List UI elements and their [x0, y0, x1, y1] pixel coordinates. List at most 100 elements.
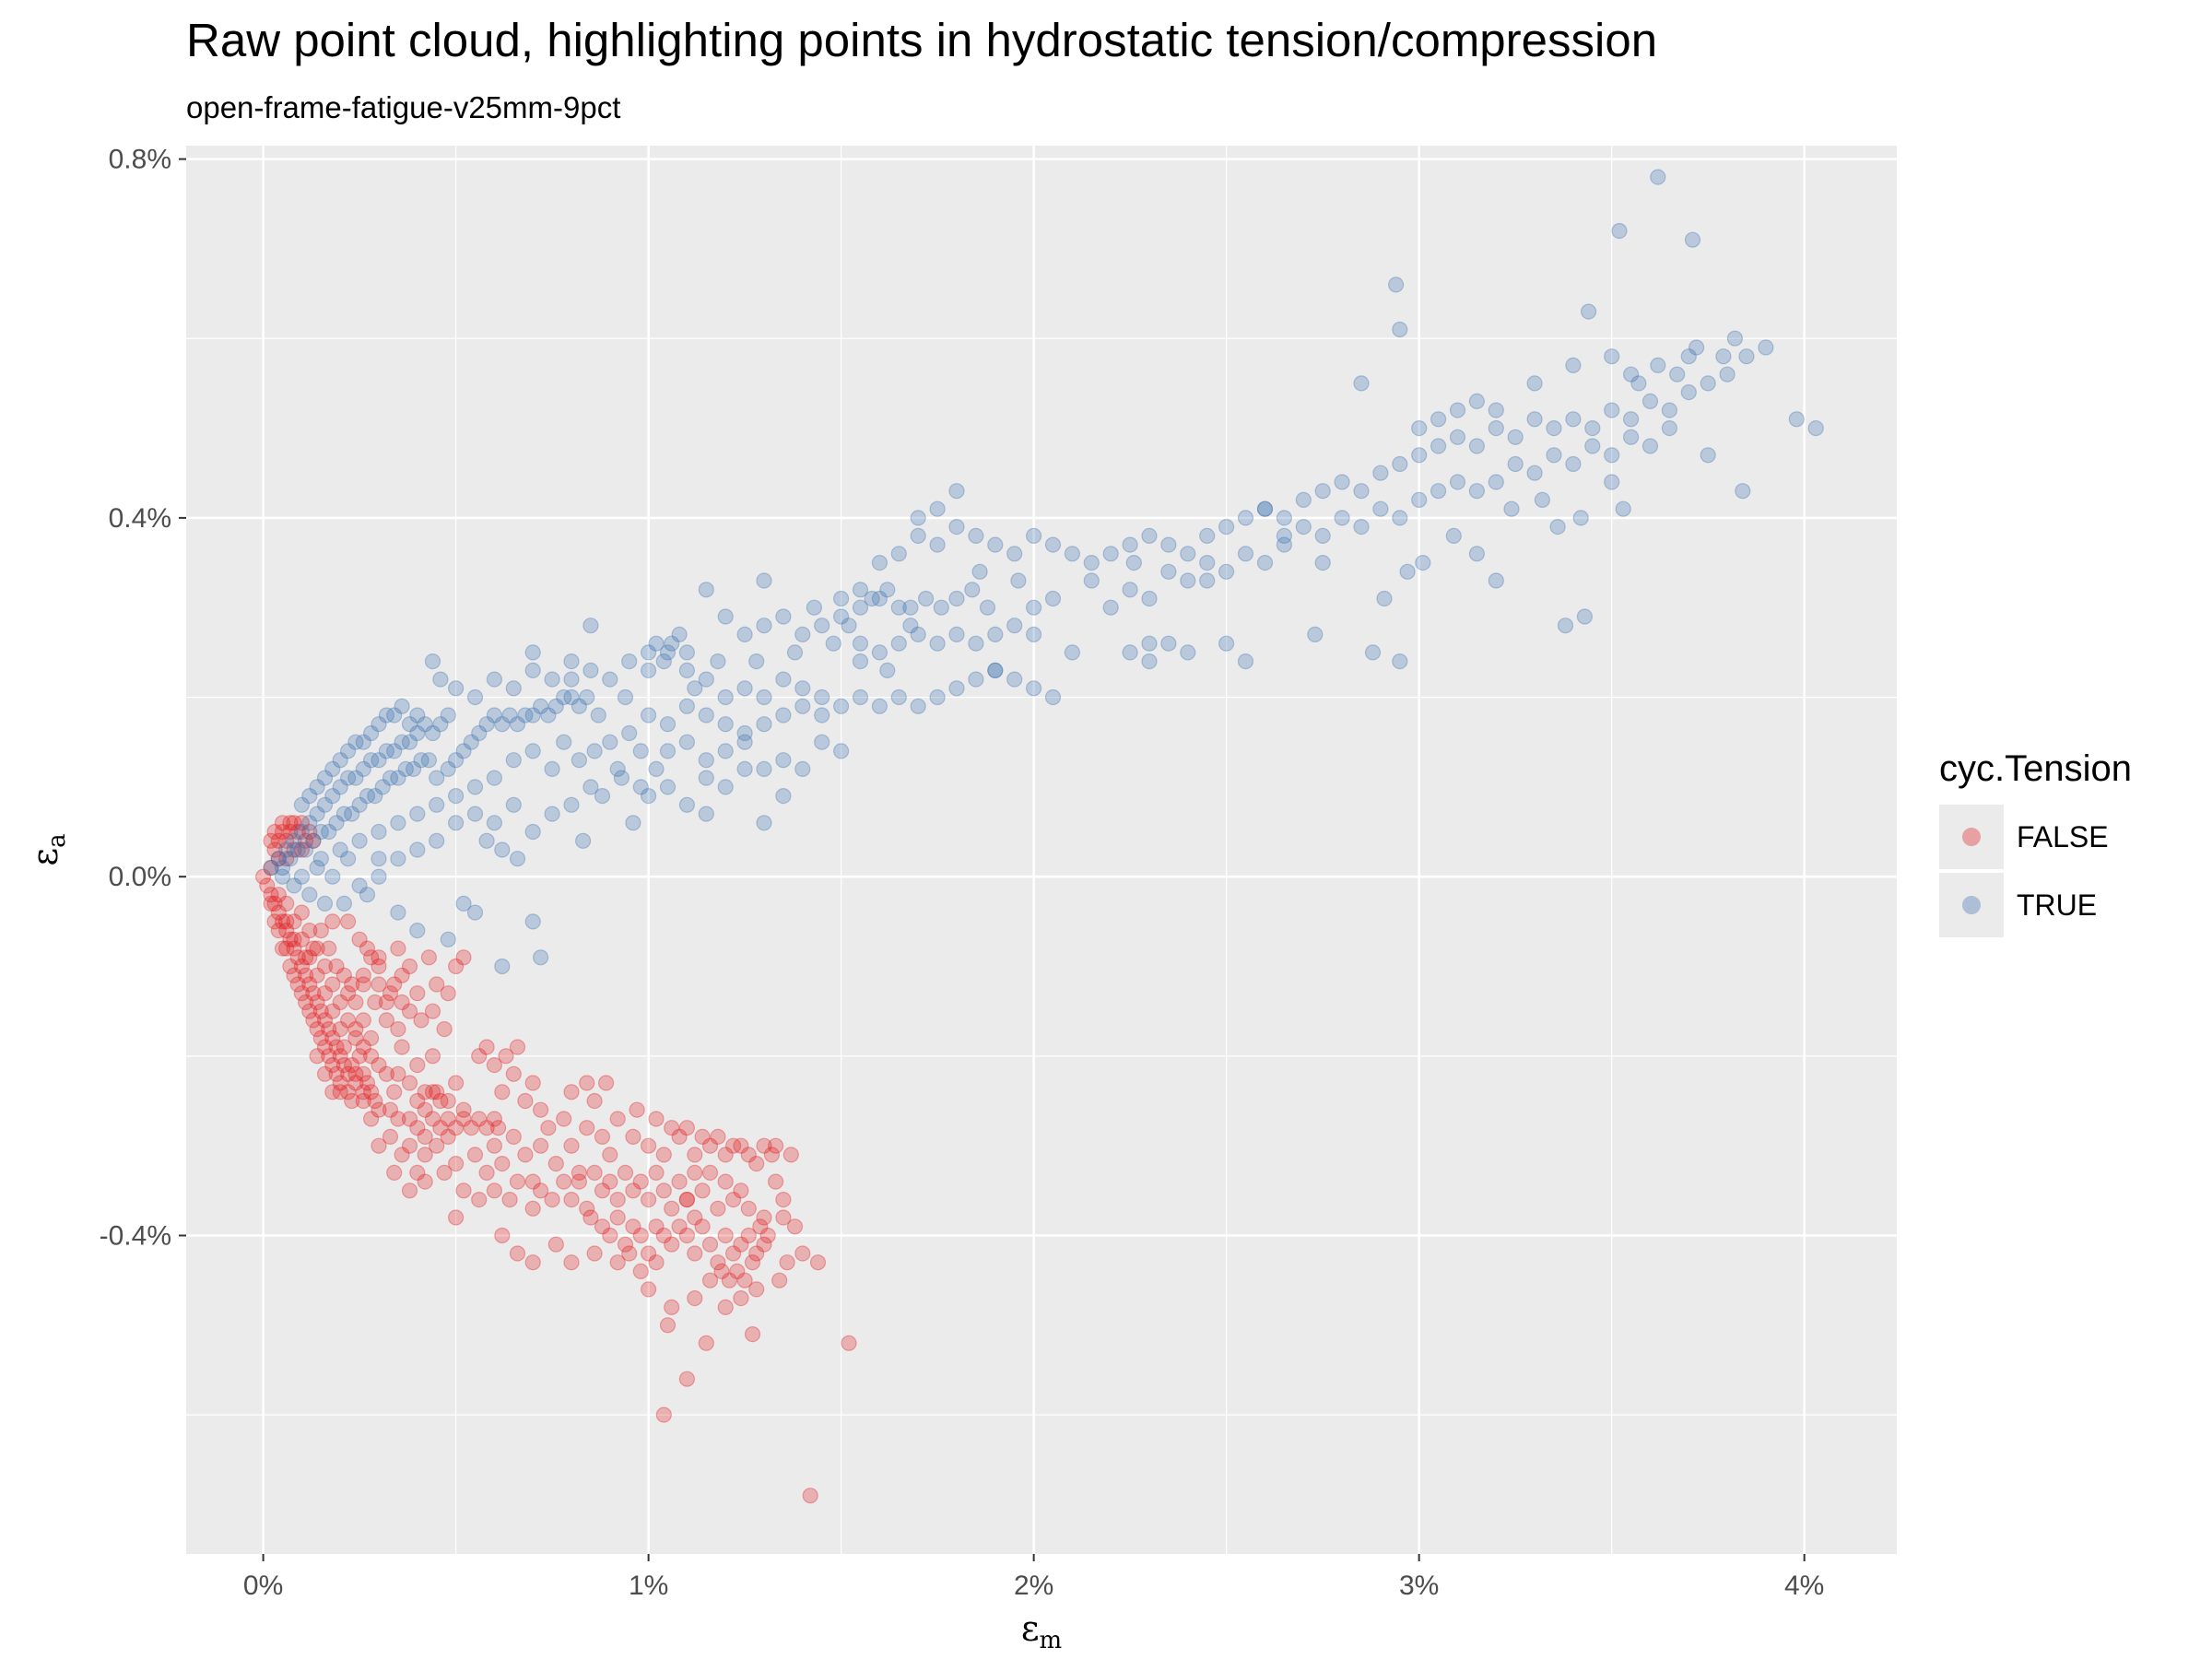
data-point-true — [871, 644, 888, 661]
data-point-true — [929, 635, 946, 652]
data-point-false — [740, 1147, 757, 1163]
data-point-true — [1526, 465, 1543, 481]
data-point-false — [286, 815, 302, 831]
data-point-true — [968, 527, 984, 545]
data-point-false — [316, 1012, 334, 1029]
data-point-true — [794, 626, 811, 643]
data-point-false — [394, 994, 410, 1011]
data-point-false — [293, 815, 310, 831]
data-point-true — [1314, 483, 1331, 500]
legend-item-true: TRUE — [1939, 873, 2132, 937]
data-point-true — [1199, 527, 1216, 545]
data-point-false — [547, 1155, 564, 1172]
data-point-false — [436, 1164, 453, 1182]
data-point-false — [597, 1075, 615, 1091]
data-point-true — [687, 680, 703, 697]
data-point-false — [332, 994, 348, 1011]
data-point-false — [698, 1335, 714, 1351]
data-point-false — [274, 913, 291, 930]
data-point-true — [1276, 510, 1293, 526]
data-point-false — [687, 1289, 703, 1307]
data-point-true — [351, 877, 368, 894]
data-point-true — [1025, 626, 1042, 643]
data-point-false — [629, 1101, 645, 1118]
data-point-false — [286, 940, 302, 957]
data-point-true — [298, 841, 314, 858]
data-point-false — [678, 1191, 696, 1208]
data-point-false — [621, 1245, 638, 1262]
data-point-true — [871, 698, 888, 714]
data-point-false — [509, 1039, 526, 1055]
data-point-true — [1334, 474, 1350, 490]
data-point-false — [478, 1039, 495, 1055]
data-point-true — [574, 832, 592, 849]
data-point-false — [301, 922, 318, 939]
data-point-false — [332, 1075, 348, 1091]
data-point-true — [524, 707, 541, 724]
data-point-true — [1604, 474, 1620, 490]
data-point-true — [301, 815, 318, 831]
data-point-false — [355, 1039, 371, 1055]
data-point-true — [678, 796, 696, 813]
data-point-true — [1141, 527, 1158, 545]
data-point-false — [351, 931, 368, 947]
data-point-true — [340, 851, 357, 867]
data-point-false — [463, 1120, 479, 1136]
data-point-true — [852, 688, 869, 706]
data-point-false — [717, 1147, 734, 1163]
data-point-true — [933, 599, 949, 616]
data-point-false — [340, 1065, 357, 1082]
data-point-true — [736, 626, 753, 643]
y-axis-title-main: ε — [25, 848, 65, 866]
data-point-true — [664, 635, 680, 652]
data-point-true — [678, 734, 696, 750]
data-point-false — [752, 1218, 769, 1235]
data-point-true — [494, 841, 511, 858]
data-point-false — [609, 1254, 626, 1271]
series-false — [255, 815, 857, 1504]
data-point-false — [340, 985, 357, 1002]
data-point-true — [524, 823, 541, 841]
data-point-false — [424, 1048, 441, 1065]
data-point-false — [378, 994, 394, 1011]
data-point-true — [1700, 447, 1716, 464]
data-point-true — [1526, 375, 1543, 392]
data-point-false — [289, 976, 306, 993]
data-point-false — [335, 1039, 352, 1055]
data-point-false — [579, 1200, 595, 1217]
data-point-true — [582, 662, 599, 679]
data-point-false — [648, 1111, 665, 1127]
data-point-false — [594, 1218, 611, 1235]
data-point-true — [968, 635, 984, 652]
data-point-false — [266, 823, 283, 841]
data-point-true — [825, 635, 841, 652]
data-point-true — [1488, 474, 1504, 490]
data-point-false — [293, 841, 310, 858]
data-point-true — [286, 877, 302, 894]
data-point-false — [363, 1084, 380, 1100]
data-point-true — [563, 671, 580, 688]
data-point-true — [394, 734, 410, 750]
data-point-true — [429, 832, 445, 849]
data-point-false — [293, 904, 310, 921]
data-point-false — [748, 1281, 765, 1298]
data-point-true — [1576, 608, 1594, 625]
data-point-false — [344, 1092, 360, 1110]
data-point-true — [1372, 465, 1389, 481]
data-point-false — [413, 1012, 429, 1029]
data-point-true — [340, 770, 357, 786]
data-point-true — [517, 707, 534, 724]
data-point-true — [1010, 572, 1027, 589]
data-point-false — [436, 1020, 453, 1038]
data-point-true — [1102, 599, 1119, 616]
data-point-false — [263, 859, 279, 877]
data-point-false — [335, 1056, 352, 1074]
data-point-true — [871, 554, 888, 571]
data-point-true — [1449, 429, 1466, 445]
data-point-true — [390, 815, 406, 831]
data-point-true — [409, 724, 426, 742]
data-point-true — [1125, 554, 1142, 571]
data-point-true — [448, 787, 465, 805]
data-point-true — [355, 734, 371, 750]
